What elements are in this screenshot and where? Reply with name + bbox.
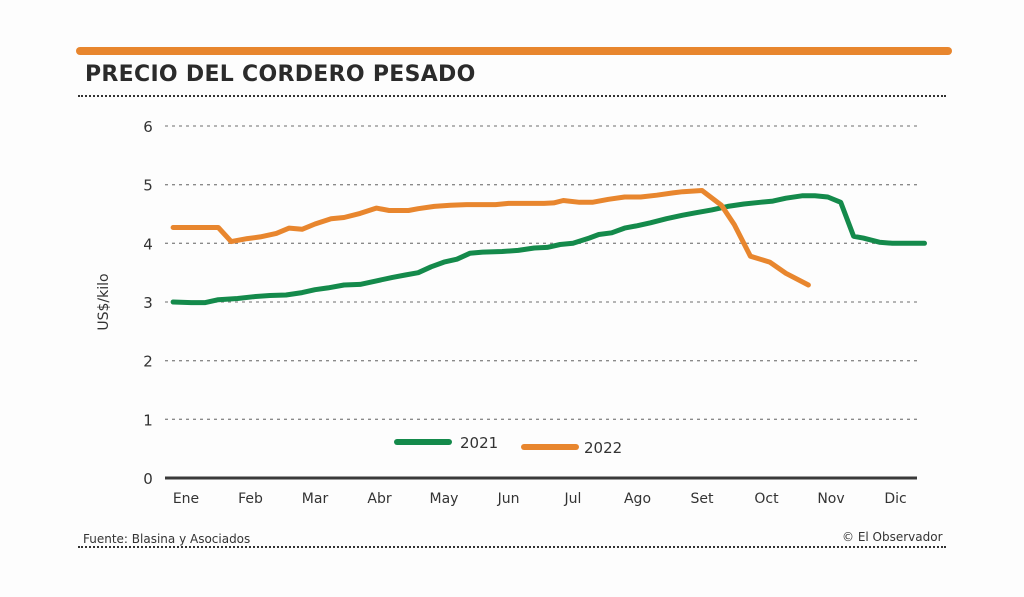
chart-title: PRECIO DEL CORDERO PESADO xyxy=(85,62,476,87)
y-tick-label: 3 xyxy=(143,294,153,312)
source-note: Fuente: Blasina y Asociados xyxy=(83,532,251,546)
x-tick-label: Oct xyxy=(754,491,779,507)
legend: 2021 2022 xyxy=(394,434,622,457)
legend-item-2021: 2021 xyxy=(394,434,498,452)
x-tick-label: Ago xyxy=(624,491,651,507)
y-tick-label: 2 xyxy=(143,353,153,371)
credit-note: © El Observador xyxy=(842,530,943,544)
x-tick-label: Nov xyxy=(817,491,844,507)
x-tick-label: Feb xyxy=(238,491,263,507)
y-tick-label: 4 xyxy=(143,235,153,253)
x-tick-label: Jul xyxy=(564,491,582,507)
legend-label: 2021 xyxy=(460,434,498,452)
series-line-2021 xyxy=(170,193,927,306)
y-tick-label: 0 xyxy=(143,470,153,488)
legend-item-2022: 2022 xyxy=(521,439,622,457)
legend-label: 2022 xyxy=(584,439,622,457)
title-divider xyxy=(78,95,946,97)
y-tick-label: 1 xyxy=(143,411,153,429)
grid xyxy=(165,125,917,420)
x-tick-label: Jun xyxy=(497,491,520,507)
series-line-2022 xyxy=(170,188,811,288)
x-tick-label: May xyxy=(430,491,459,507)
y-axis-label: US$/kilo xyxy=(96,273,112,330)
x-tick-label: Dic xyxy=(884,491,906,507)
footer-divider xyxy=(78,546,946,548)
x-tick-label: Abr xyxy=(367,491,391,507)
y-tick-label: 6 xyxy=(143,118,153,136)
y-tick-label: 5 xyxy=(143,177,153,195)
series-lines xyxy=(170,188,927,306)
x-tick-label: Mar xyxy=(302,491,329,507)
x-tick-label: Set xyxy=(691,491,715,507)
accent-bar xyxy=(76,47,952,55)
x-tick-labels: Ene Feb Mar Abr May Jun Jul Ago Set Oct Nov Dic xyxy=(173,491,907,507)
x-tick-label: Ene xyxy=(173,491,199,507)
y-tick-labels: 0 1 2 3 4 5 6 xyxy=(143,118,153,488)
